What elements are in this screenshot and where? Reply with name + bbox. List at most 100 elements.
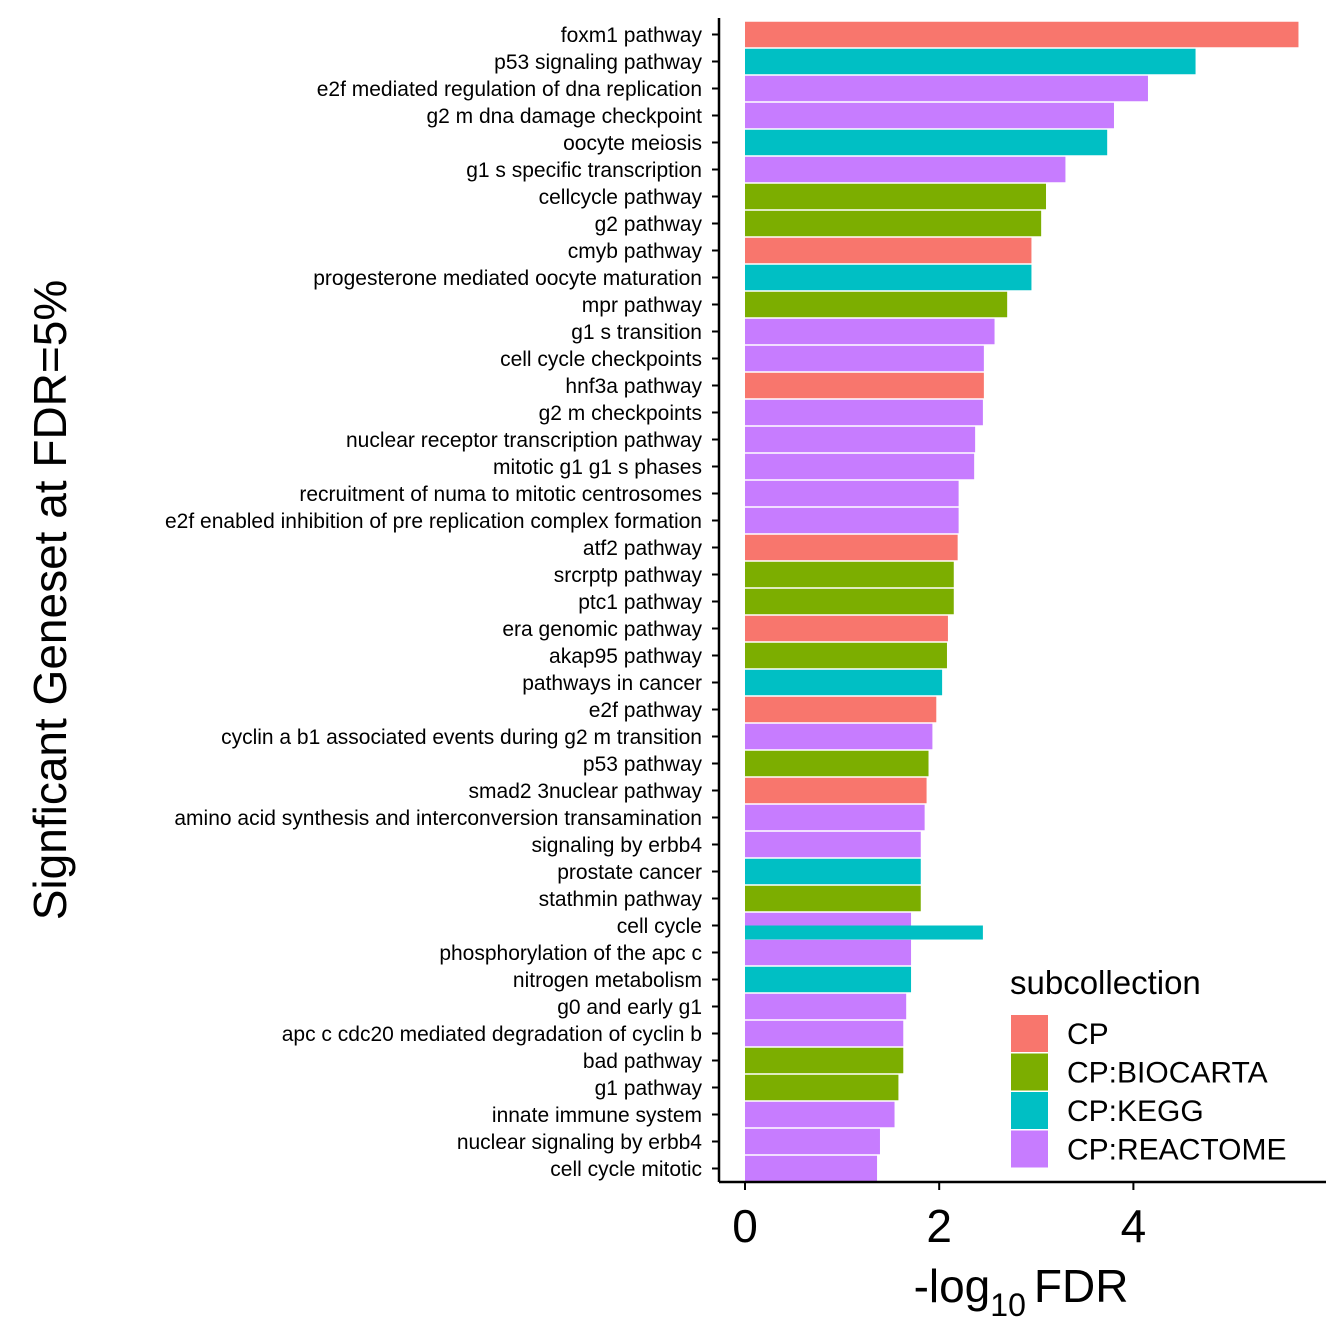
bars-layer — [745, 21, 1299, 1182]
category-label-stathmin-pathway: stathmin pathway — [539, 888, 703, 911]
category-label-akap95-pathway: akap95 pathway — [549, 645, 702, 668]
category-label-p53-pathway: p53 pathway — [583, 753, 703, 776]
category-label-g2-m-checkpoints: g2 m checkpoints — [539, 402, 702, 425]
bar-e2f-pathway — [745, 696, 937, 723]
bar-srcrptp-pathway — [745, 561, 954, 588]
category-label-g1-pathway: g1 pathway — [595, 1077, 703, 1100]
category-label-mitotic-g1-g1-s-phases: mitotic g1 g1 s phases — [493, 456, 702, 479]
category-label-cmyb-pathway: cmyb pathway — [568, 240, 703, 263]
category-label-bad-pathway: bad pathway — [583, 1050, 703, 1073]
category-label-smad2-3nuclear-pathway: smad2 3nuclear pathway — [469, 780, 703, 803]
x-axis-title-subscript: 10 — [990, 1287, 1026, 1323]
category-label-oocyte-meiosis: oocyte meiosis — [563, 132, 702, 155]
bar-oocyte-meiosis — [745, 129, 1108, 156]
legend-label-cp-biocarta: CP:BIOCARTA — [1067, 1057, 1268, 1090]
bar-g2-m-dna-damage-checkpoint — [745, 102, 1114, 129]
category-label-g2-pathway: g2 pathway — [595, 213, 703, 236]
x-ticks: 0 2 4 — [732, 1182, 1146, 1252]
category-label-cellcycle-pathway: cellcycle pathway — [539, 186, 703, 209]
legend-swatch-cp — [1011, 1015, 1048, 1052]
category-label-foxm1-pathway: foxm1 pathway — [561, 24, 703, 47]
category-label-g1-s-transition: g1 s transition — [571, 321, 702, 344]
bar-cellcycle-pathway — [745, 183, 1047, 210]
bar-apc-c-cdc20-mediated-degradation-of-cyclin-b — [745, 1020, 904, 1047]
category-label-cell-cycle-checkpoints: cell cycle checkpoints — [500, 348, 702, 371]
x-axis-title: -log10 FDR — [914, 1260, 1129, 1323]
category-label-e2f-pathway: e2f pathway — [589, 699, 703, 722]
bar-foxm1-pathway — [745, 21, 1299, 48]
legend: subcollection CP CP:BIOCARTA CP:KEGG CP:REA… — [1010, 964, 1286, 1168]
category-label-progesterone-mediated-oocyte-maturation: progesterone mediated oocyte maturation — [313, 267, 702, 290]
bar-bad-pathway — [745, 1047, 904, 1074]
bar-ptc1-pathway — [745, 588, 954, 615]
bar-g0-and-early-g1 — [745, 993, 907, 1020]
legend-label-cp: CP — [1067, 1018, 1109, 1051]
bar-mpr-pathway — [745, 291, 1008, 318]
bar-prostate-cancer — [745, 858, 921, 885]
category-label-signaling-by-erbb4: signaling by erbb4 — [532, 834, 703, 857]
category-label-p53-signaling-pathway: p53 signaling pathway — [494, 51, 702, 74]
bar-progesterone-mediated-oocyte-maturation — [745, 264, 1032, 291]
category-label-atf2-pathway: atf2 pathway — [583, 537, 703, 560]
category-label-apc-c-cdc20-mediated-degradation-of-cyclin-b: apc c cdc20 mediated degradation of cycl… — [282, 1023, 702, 1046]
category-label-cyclin-a-b1-associated-events-during-g2-m-transition: cyclin a b1 associated events during g2 … — [221, 726, 702, 749]
legend-label-cp-kegg: CP:KEGG — [1067, 1095, 1204, 1128]
category-label-nuclear-signaling-by-erbb4: nuclear signaling by erbb4 — [457, 1131, 702, 1154]
bar-cell-cycle-checkpoints — [745, 345, 984, 372]
bar-g1-pathway — [745, 1074, 899, 1101]
category-label-e2f-mediated-regulation-of-dna-replication: e2f mediated regulation of dna replicati… — [317, 78, 702, 101]
category-label-pathways-in-cancer: pathways in cancer — [522, 672, 702, 695]
x-axis-title-main: -log — [914, 1260, 991, 1312]
bar-g2-pathway — [745, 210, 1042, 237]
bar-g2-m-checkpoints — [745, 399, 983, 426]
bar-cell-cycle-overlay — [745, 925, 983, 940]
bar-atf2-pathway — [745, 534, 958, 561]
bar-nitrogen-metabolism — [745, 966, 912, 993]
legend-swatch-cp-kegg — [1011, 1092, 1048, 1129]
bar-pathways-in-cancer — [745, 669, 943, 696]
category-label-amino-acid-synthesis-and-interconversion-transamination: amino acid synthesis and interconversion… — [174, 807, 702, 830]
bar-g1-s-specific-transcription — [745, 156, 1066, 183]
bar-nuclear-signaling-by-erbb4 — [745, 1128, 880, 1155]
category-labels: foxm1 pathway p53 signaling pathway e2f me… — [165, 24, 703, 1181]
bar-era-genomic-pathway — [745, 615, 948, 642]
bar-hnf3a-pathway — [745, 372, 984, 399]
category-label-prostate-cancer: prostate cancer — [557, 861, 702, 884]
bar-recruitment-of-numa-to-mitotic-centrosomes — [745, 480, 959, 507]
legend-swatch-cp-reactome — [1011, 1130, 1048, 1168]
legend-label-cp-reactome: CP:REACTOME — [1067, 1134, 1286, 1167]
bar-nuclear-receptor-transcription-pathway — [745, 426, 976, 453]
bar-smad2-3nuclear-pathway — [745, 777, 927, 804]
x-tick-label: 0 — [732, 1200, 758, 1252]
y-axis-title: Signficant Geneset at FDR=5% — [24, 280, 76, 921]
category-label-innate-immune-system: innate immune system — [492, 1104, 702, 1127]
category-label-mpr-pathway: mpr pathway — [582, 294, 703, 317]
category-label-nitrogen-metabolism: nitrogen metabolism — [513, 969, 702, 992]
category-label-e2f-enabled-inhibition-of-pre-replication-complex-formation: e2f enabled inhibition of pre replicatio… — [165, 510, 702, 533]
category-label-g1-s-specific-transcription: g1 s specific transcription — [466, 159, 702, 182]
x-axis-title-tail: FDR — [1034, 1260, 1129, 1312]
bar-p53-signaling-pathway — [745, 48, 1196, 75]
bar-innate-immune-system — [745, 1101, 895, 1128]
bar-cmyb-pathway — [745, 237, 1032, 264]
bar-cyclin-a-b1-associated-events-during-g2-m-transition — [745, 723, 933, 750]
x-tick-label: 2 — [926, 1200, 952, 1252]
legend-title: subcollection — [1010, 964, 1201, 1001]
x-tick-label: 4 — [1121, 1200, 1147, 1252]
bar-akap95-pathway — [745, 642, 947, 669]
bar-phosphorylation-of-the-apc-c — [745, 939, 912, 966]
legend-swatch-cp-biocarta — [1011, 1053, 1048, 1091]
category-label-ptc1-pathway: ptc1 pathway — [578, 591, 702, 614]
category-label-nuclear-receptor-transcription-pathway: nuclear receptor transcription pathway — [346, 429, 703, 452]
bar-mitotic-g1-g1-s-phases — [745, 453, 975, 480]
bar-cell-cycle-mitotic — [745, 1155, 878, 1182]
bar-stathmin-pathway — [745, 885, 921, 912]
bar-g1-s-transition — [745, 318, 995, 345]
category-label-phosphorylation-of-the-apc-c: phosphorylation of the apc c — [439, 942, 702, 965]
bar-e2f-mediated-regulation-of-dna-replication — [745, 75, 1148, 102]
category-label-cell-cycle: cell cycle — [617, 915, 702, 938]
category-label-cell-cycle-mitotic: cell cycle mitotic — [550, 1158, 702, 1181]
bar-p53-pathway — [745, 750, 929, 777]
category-label-g0-and-early-g1: g0 and early g1 — [557, 996, 702, 1019]
category-label-hnf3a-pathway: hnf3a pathway — [565, 375, 702, 398]
